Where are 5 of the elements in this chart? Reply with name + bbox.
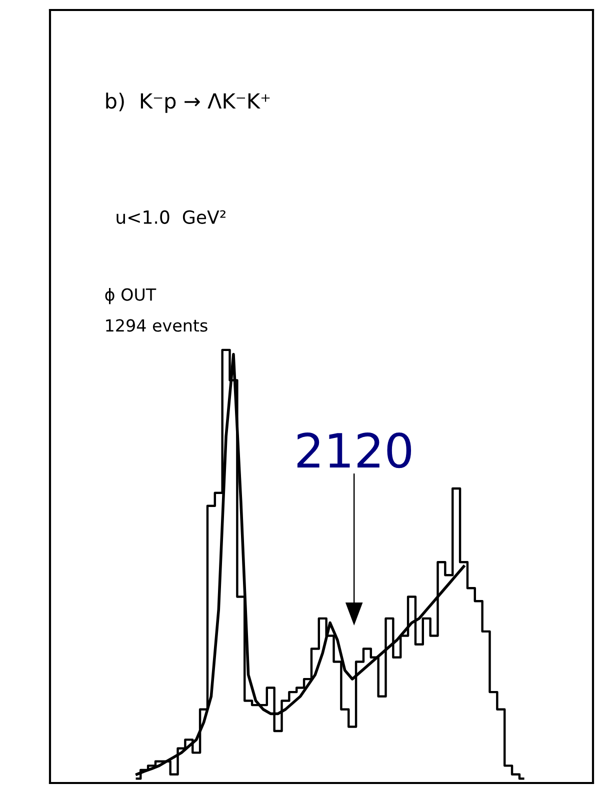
text: ϕ OUT (105, 288, 156, 304)
annotation: 2120 (297, 432, 412, 468)
text: 1294 events (106, 319, 208, 332)
text: u<1.0 GeV² (116, 210, 226, 224)
text: b) K⁻p → ΛK⁻K⁺ (106, 92, 270, 113)
